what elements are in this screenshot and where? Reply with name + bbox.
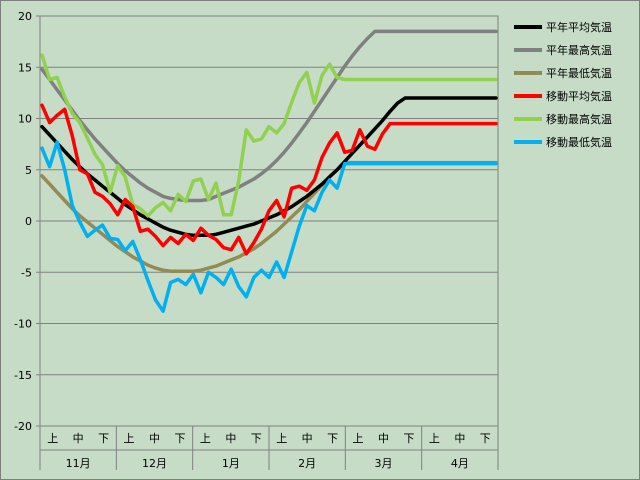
legend-label: 平年最低気温 — [546, 66, 612, 80]
x-tick-label-period: 上 — [276, 432, 287, 445]
x-tick-label-period: 上 — [353, 432, 364, 445]
x-tick-label-period: 下 — [403, 432, 414, 445]
x-tick-label-period: 上 — [47, 432, 58, 445]
y-tick-label: -5 — [21, 266, 32, 279]
legend-label: 平年最高気温 — [546, 43, 612, 57]
y-tick-label: 15 — [18, 61, 32, 74]
legend-label: 移動最低気温 — [546, 135, 612, 149]
x-tick-label-period: 上 — [124, 432, 135, 445]
x-tick-label-month: 3月 — [375, 457, 393, 470]
series-line-1 — [40, 29, 498, 203]
x-tick-label-period: 中 — [149, 432, 160, 445]
legend-label: 平年平均気温 — [546, 20, 612, 34]
y-tick-label: 10 — [18, 113, 32, 126]
y-tick-label: -15 — [14, 369, 32, 382]
x-tick-label-month: 12月 — [142, 457, 167, 470]
series-line-4 — [40, 53, 498, 218]
y-tick-label: 5 — [25, 164, 32, 177]
y-tick-label: 0 — [25, 215, 32, 228]
series-line-3 — [40, 103, 498, 256]
series-line-0 — [40, 96, 498, 238]
y-tick-label: -10 — [14, 318, 32, 331]
y-tick-label: -20 — [14, 420, 32, 433]
x-tick-label-period: 中 — [225, 432, 236, 445]
y-axis-tick-labels: 20 15 10 5 0 -5 -10 -15 -20 — [14, 10, 32, 433]
gridlines — [36, 15, 499, 427]
x-tick-label-month: 11月 — [66, 457, 91, 470]
x-axis: 上中下11月上中下12月上中下1月上中下2月上中下3月上中下4月 — [39, 426, 499, 470]
x-tick-label-period: 中 — [454, 432, 465, 445]
x-tick-label-period: 中 — [302, 432, 313, 445]
legend-label: 移動平均気温 — [546, 89, 612, 103]
x-tick-label-period: 下 — [98, 432, 109, 445]
x-tick-label-period: 上 — [200, 432, 211, 445]
x-tick-label-period: 下 — [327, 432, 338, 445]
series-line-5 — [40, 140, 498, 313]
x-tick-label-period: 中 — [378, 432, 389, 445]
x-tick-label-period: 中 — [73, 432, 84, 445]
x-tick-label-month: 2月 — [298, 457, 316, 470]
x-tick-label-period: 下 — [480, 432, 491, 445]
x-tick-label-month: 1月 — [222, 457, 240, 470]
x-tick-label-period: 下 — [251, 432, 262, 445]
x-tick-label-period: 下 — [174, 432, 185, 445]
x-tick-label-period: 上 — [429, 432, 440, 445]
legend-label: 移動最高気温 — [546, 112, 612, 126]
y-tick-label: 20 — [18, 10, 32, 23]
x-tick-label-month: 4月 — [451, 457, 469, 470]
series-lines — [40, 29, 498, 313]
